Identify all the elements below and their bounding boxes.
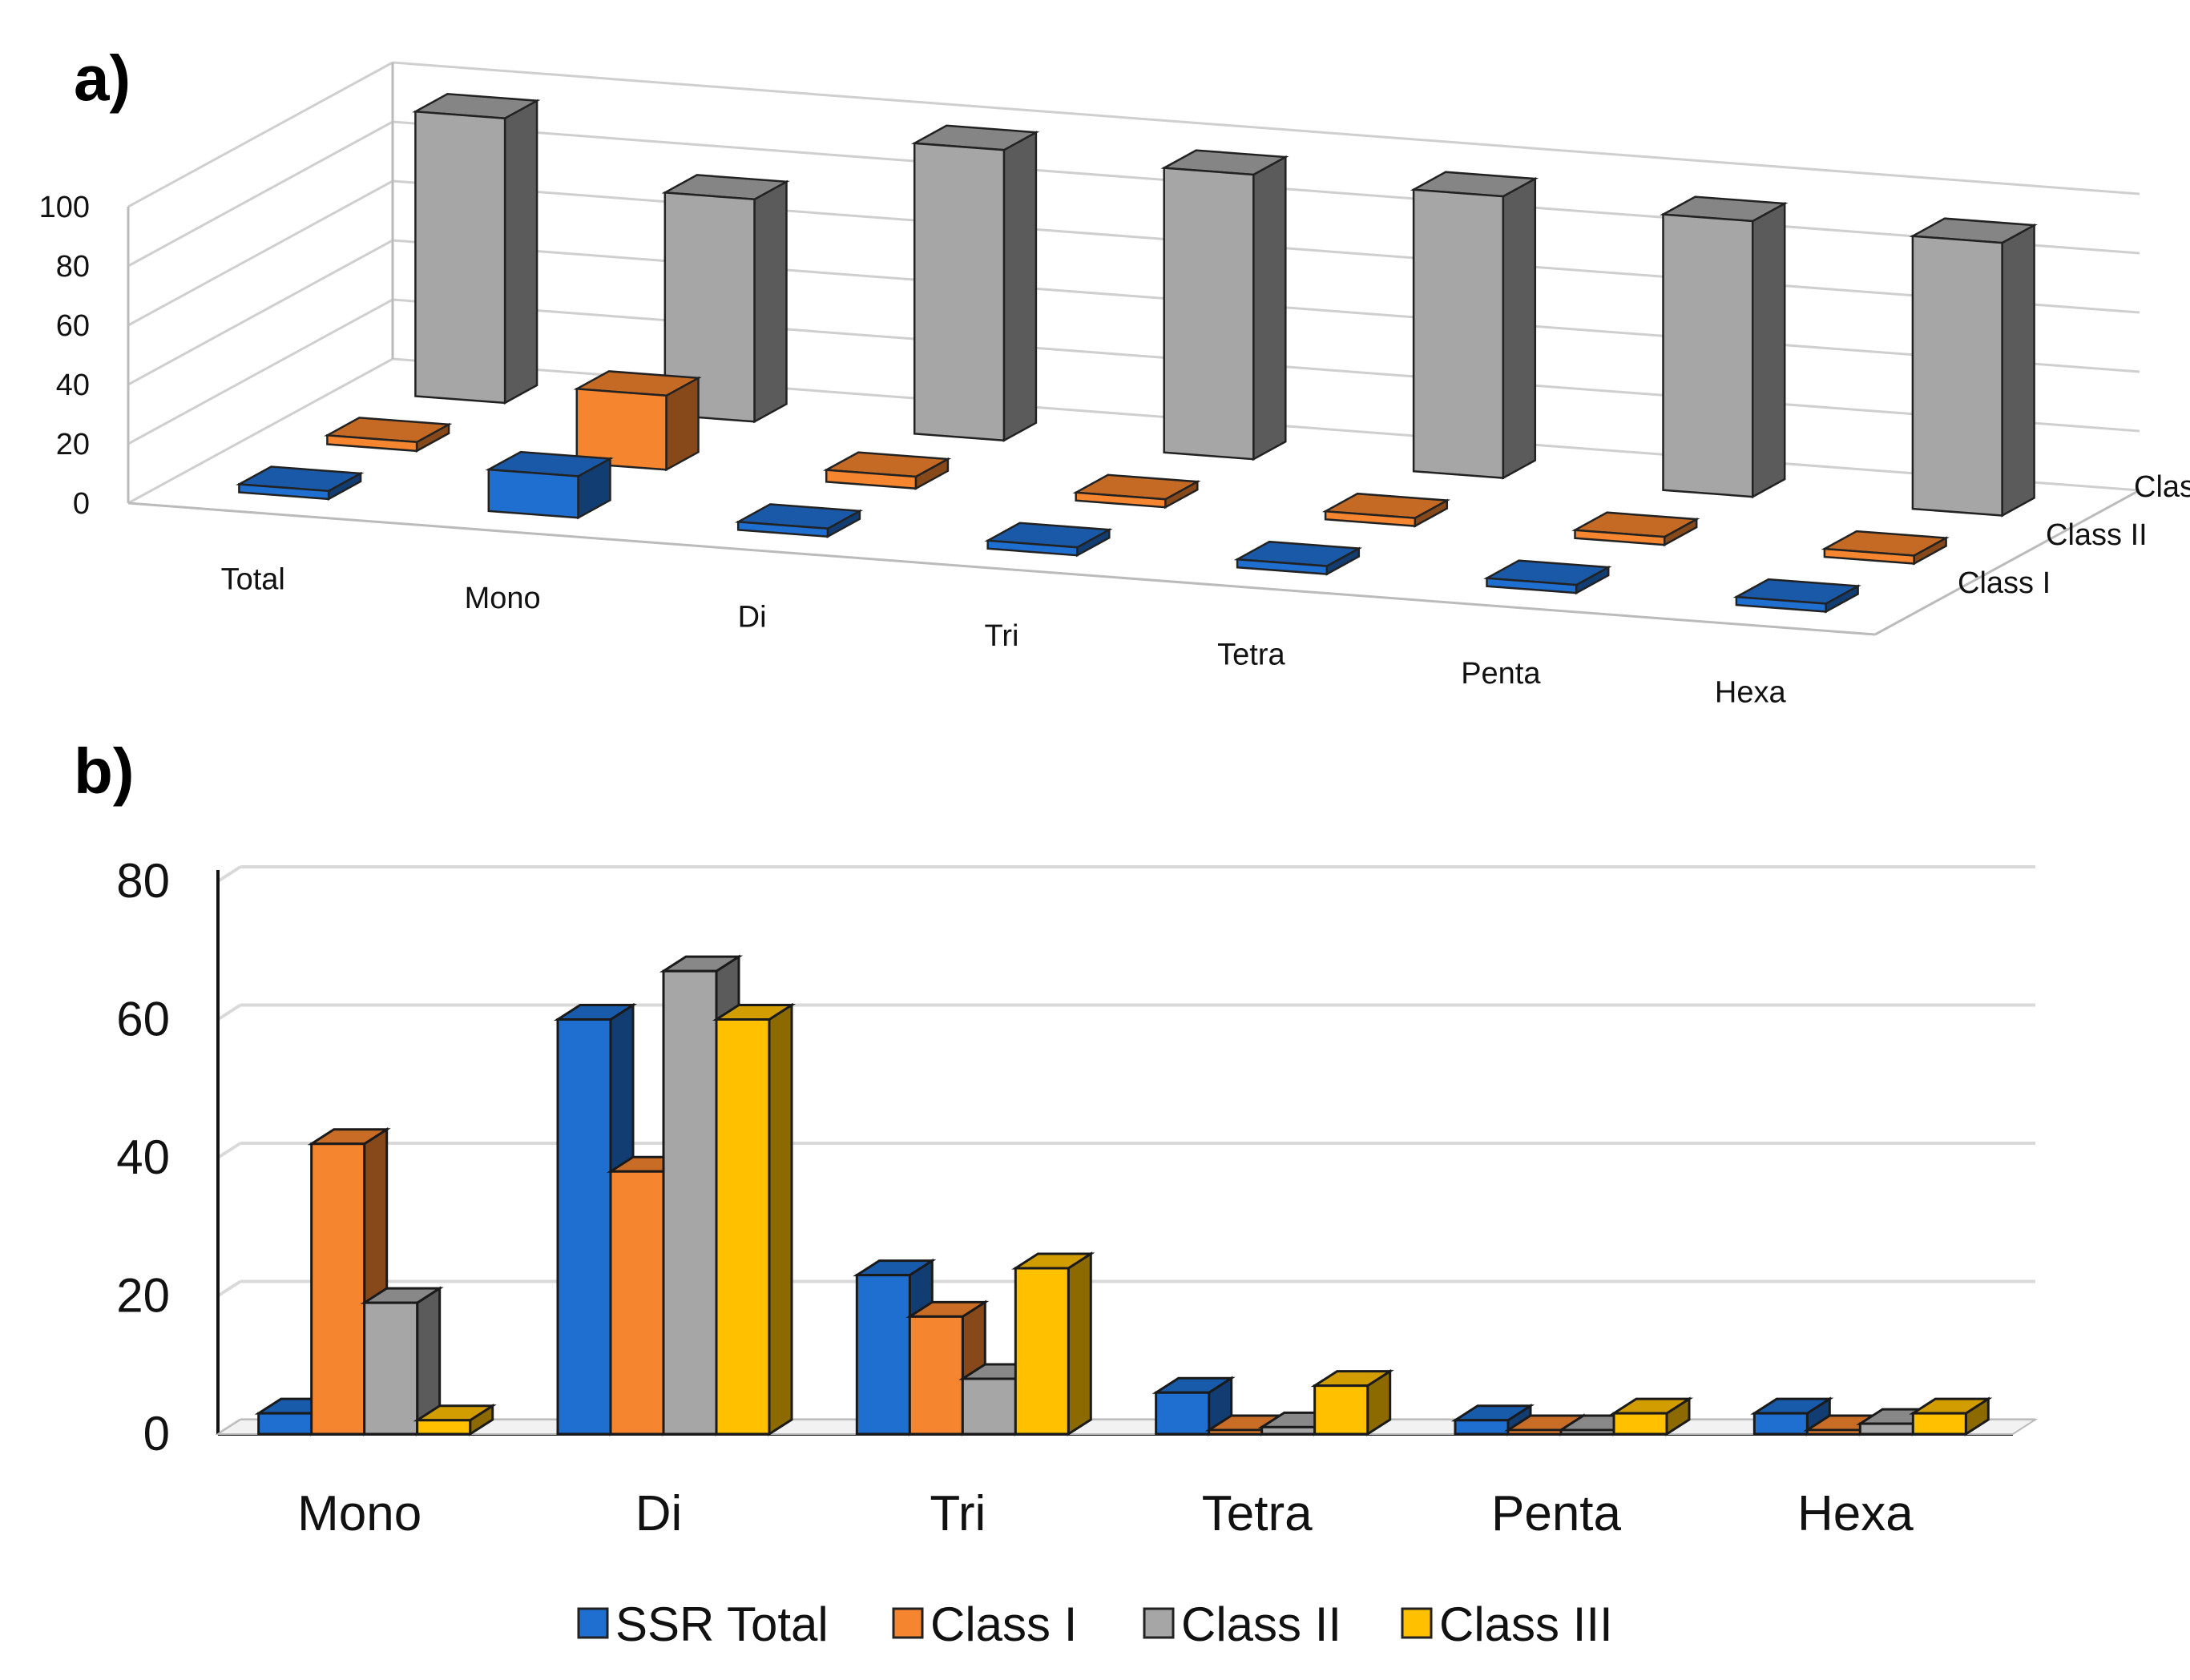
chart-b-category-label: Mono <box>297 1486 421 1541</box>
chart-a-bar <box>1072 473 1201 510</box>
chart-a-bar <box>661 174 790 424</box>
chart-a-category-label: Mono <box>465 582 541 615</box>
chart-a-category-label: Total <box>221 563 285 597</box>
chart-a-depth-label: Class III <box>2134 470 2190 504</box>
chart-a-ytick: 40 <box>56 369 90 402</box>
chart-a-bar <box>412 93 541 405</box>
chart-a-category-label: Tri <box>985 619 1019 653</box>
chart-b-category-labels: Mono Di Tri Tetra Penta Hexa <box>297 1486 1914 1541</box>
chart-a-bar <box>1410 171 1539 480</box>
legend-label-class-i: Class I <box>930 1597 1077 1651</box>
chart-a-depth-label: Class I <box>1958 566 2051 600</box>
chart-a-bar <box>1321 492 1451 528</box>
legend-swatch-class-iii <box>1401 1607 1433 1639</box>
chart-b-bar <box>1909 1396 1993 1436</box>
chart-b: 0 20 40 60 80 Mono Di Tri Tetra Penta He… <box>116 854 2039 1651</box>
chart-a-bar <box>236 465 365 502</box>
chart-b-bar <box>1011 1251 1095 1436</box>
chart-a-bar <box>734 503 864 538</box>
chart-a-ytick: 100 <box>39 191 90 224</box>
chart-a-bar <box>984 522 1113 558</box>
chart-b-bar <box>360 1286 444 1436</box>
chart-a-bar <box>1660 195 1789 499</box>
chart-b-legend: SSR Total Class I Class II Class III <box>577 1597 1613 1651</box>
chart-a-bar <box>1160 149 1289 461</box>
legend-label-class-iii: Class III <box>1439 1597 1613 1651</box>
legend-label-class-ii: Class II <box>1181 1597 1341 1651</box>
chart-b-bar <box>413 1404 497 1436</box>
legend-label-ssr-total: SSR Total <box>615 1597 829 1651</box>
chart-a-depth-labels: Class I Class II Class III <box>1958 470 2190 600</box>
legend-swatch-class-i <box>892 1607 924 1639</box>
chart-a-category-label: Hexa <box>1715 675 1787 709</box>
chart-a-axes <box>127 62 2140 636</box>
chart-a-ytick: 20 <box>56 428 90 461</box>
chart-b-bar <box>1151 1376 1236 1436</box>
chart-a-bars <box>236 93 2038 614</box>
chart-b-ytick: 40 <box>116 1130 170 1184</box>
chart-a-category-label: Penta <box>1461 657 1541 691</box>
chart-a-bar <box>1233 540 1363 576</box>
chart-a-bar <box>573 370 702 472</box>
chart-b-bar <box>712 1002 797 1436</box>
chart-b-ytick: 80 <box>116 854 170 908</box>
chart-b-category-label: Penta <box>1491 1486 1622 1541</box>
chart-b-gridlines <box>216 865 2035 1436</box>
chart-a-bar <box>910 124 1040 442</box>
chart-b-bar <box>1609 1396 1694 1436</box>
chart-a-category-label: Di <box>738 601 767 635</box>
chart-b-ytick: 60 <box>116 993 170 1046</box>
chart-a-bar <box>485 450 614 520</box>
chart-b-ytick: 20 <box>116 1269 170 1323</box>
chart-a-bar <box>1571 511 1700 547</box>
chart-a-bar <box>1821 530 1950 566</box>
chart-a-ytick: 80 <box>56 250 90 284</box>
chart-b-axes <box>215 870 2039 1436</box>
panel-b-label: b) <box>74 735 135 807</box>
chart-b-bar <box>1310 1368 1394 1436</box>
chart-b-bars <box>254 954 1993 1436</box>
chart-a-bar <box>1483 559 1612 595</box>
chart-b-ytick: 0 <box>143 1407 170 1460</box>
panel-a-label: a) <box>74 42 131 114</box>
chart-b-category-label: Tri <box>930 1486 986 1541</box>
chart-a: 0 20 40 60 80 100 Total Mono Di Tri Tetr… <box>39 61 2190 710</box>
chart-a-bar <box>1909 217 2038 518</box>
chart-a-bar <box>324 417 453 453</box>
chart-a-bar <box>1732 578 1861 614</box>
chart-b-category-label: Tetra <box>1202 1486 1313 1541</box>
chart-a-depth-label: Class II <box>2046 518 2148 552</box>
chart-b-bar <box>1750 1396 1834 1436</box>
chart-a-category-labels: Total Mono Di Tri Tetra Penta Hexa <box>221 563 1787 710</box>
chart-b-category-label: Di <box>635 1486 683 1541</box>
legend-swatch-ssr-total <box>577 1607 609 1639</box>
chart-b-category-label: Hexa <box>1797 1486 1914 1541</box>
chart-a-category-label: Tetra <box>1217 638 1285 671</box>
chart-a-bar <box>822 451 952 490</box>
chart-a-y-tick-labels: 0 20 40 60 80 100 <box>39 191 90 521</box>
chart-a-ytick: 60 <box>56 309 90 343</box>
chart-a-ytick: 0 <box>73 487 90 521</box>
legend-swatch-class-ii <box>1143 1607 1175 1639</box>
chart-b-y-tick-labels: 0 20 40 60 80 <box>116 854 170 1460</box>
